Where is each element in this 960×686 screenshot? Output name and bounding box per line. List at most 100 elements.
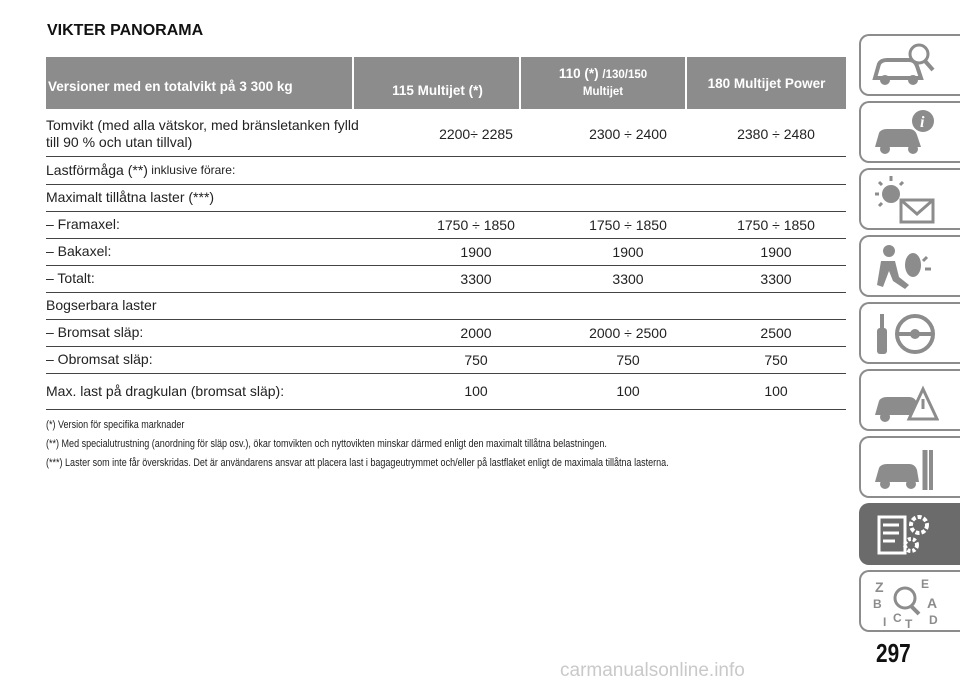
row-label: Lastförmåga (**) inklusive förare: bbox=[46, 156, 366, 184]
row-value: 3300 bbox=[460, 270, 492, 287]
row-value bbox=[706, 292, 846, 319]
row-value: 100 bbox=[616, 383, 640, 399]
tab-specs[interactable] bbox=[859, 503, 960, 565]
row-value: 1900 bbox=[460, 243, 492, 260]
row-value: 3300 bbox=[760, 270, 792, 287]
header-multijet-label: Multijet bbox=[582, 86, 624, 98]
row-value: 2000 bbox=[460, 324, 492, 341]
row-label-text: Max. last på dragkulan (bromsat släp): bbox=[46, 382, 285, 399]
tab-car-tools[interactable] bbox=[859, 436, 960, 498]
row-value: 2300 ÷ 2400 bbox=[589, 125, 667, 142]
footnote: (***) Laster som inte får överskridas. D… bbox=[46, 457, 669, 469]
car-tools-icon bbox=[875, 450, 933, 490]
row-value: 1900 bbox=[760, 243, 792, 260]
table-header: Versioner med en totalvikt på 3 300 kg 1… bbox=[46, 57, 846, 109]
row-label-text: – Obromsat släp: bbox=[46, 351, 153, 367]
row-value: 1900 bbox=[612, 243, 644, 260]
row-value bbox=[399, 184, 553, 211]
footnotes: (*) Version för specifika marknader (**)… bbox=[46, 416, 858, 473]
row-value bbox=[551, 184, 705, 211]
row-value bbox=[399, 292, 553, 319]
car-info-icon: i bbox=[875, 110, 934, 154]
row-value: 2380 ÷ 2480 bbox=[737, 125, 815, 142]
watermark: carmanualsonline.info bbox=[560, 660, 745, 681]
table-row: Maximalt tillåtna laster (***) bbox=[46, 184, 846, 212]
header-110-multijet: 110 (*) /130/150 Multijet bbox=[521, 57, 685, 109]
row-label-text: – Framaxel: bbox=[46, 216, 120, 232]
airbag-passenger-icon bbox=[877, 245, 931, 289]
table-row: Bogserbara laster bbox=[46, 292, 846, 320]
table-row: – Framaxel: 1750 ÷ 1850 1750 ÷ 1850 1750 ÷ … bbox=[46, 211, 846, 239]
car-warning-triangle-icon bbox=[875, 385, 939, 422]
header-110-label: 110 (*) bbox=[558, 66, 599, 81]
row-value: 1750 ÷ 1850 bbox=[737, 216, 815, 233]
table-row: – Bakaxel: 1900 1900 1900 bbox=[46, 238, 846, 266]
row-label-text: Tomvikt (med alla vätskor, med bränsleta… bbox=[46, 116, 359, 150]
row-label: – Bakaxel: bbox=[46, 238, 366, 265]
svg-text:E: E bbox=[921, 577, 929, 591]
row-value: 750 bbox=[616, 351, 640, 368]
footnote: (**) Med specialutrustning (anordning fö… bbox=[46, 438, 607, 450]
row-label-text: – Totalt: bbox=[46, 270, 95, 286]
row-value bbox=[551, 292, 705, 319]
tab-car-warning[interactable] bbox=[859, 369, 960, 431]
row-label-text: Bogserbara laster bbox=[46, 297, 157, 313]
tab-airbag[interactable] bbox=[859, 235, 960, 297]
header-versions: Versioner med en totalvikt på 3 300 kg bbox=[48, 79, 293, 94]
svg-text:D: D bbox=[929, 613, 938, 627]
row-value: 100 bbox=[464, 383, 488, 399]
row-value: 750 bbox=[764, 351, 788, 368]
row-label-note: inklusive förare: bbox=[147, 162, 236, 177]
row-value: 1750 ÷ 1850 bbox=[589, 216, 667, 233]
tab-car-info[interactable]: i bbox=[859, 101, 960, 163]
row-value: 2500 bbox=[760, 324, 792, 341]
row-label: Bogserbara laster bbox=[46, 292, 366, 319]
table-row: – Bromsat släp: 2000 2000 ÷ 2500 2500 bbox=[46, 319, 846, 347]
page-title: VIKTER PANORAMA bbox=[47, 22, 204, 39]
svg-text:C: C bbox=[893, 611, 902, 625]
row-label-text: – Bromsat släp: bbox=[46, 324, 144, 340]
table-row: – Totalt: 3300 3300 3300 bbox=[46, 265, 846, 293]
row-value bbox=[399, 156, 553, 184]
header-130-150-label: /130/150 bbox=[602, 69, 648, 81]
svg-text:B: B bbox=[873, 597, 882, 611]
car-search-icon bbox=[872, 43, 935, 85]
row-label: – Obromsat släp: bbox=[46, 346, 366, 373]
svg-text:I: I bbox=[883, 615, 886, 628]
row-label-text: Maximalt tillåtna laster (***) bbox=[46, 189, 215, 205]
table-row: Tomvikt (med alla vätskor, med bränsleta… bbox=[46, 111, 846, 157]
row-label: – Bromsat släp: bbox=[46, 319, 366, 346]
svg-text:Z: Z bbox=[875, 579, 884, 595]
svg-text:A: A bbox=[927, 595, 937, 611]
warning-lights-icon bbox=[875, 176, 935, 224]
svg-text:T: T bbox=[905, 617, 913, 628]
row-value: 750 bbox=[464, 351, 488, 368]
footnote: (*) Version för specifika marknader bbox=[46, 419, 185, 431]
row-label-text: – Bakaxel: bbox=[46, 243, 112, 259]
row-value: 1750 ÷ 1850 bbox=[437, 216, 515, 233]
row-label: Max. last på dragkulan (bromsat släp): bbox=[46, 373, 366, 409]
row-label: – Totalt: bbox=[46, 265, 366, 292]
row-value: 3300 bbox=[612, 270, 644, 287]
header-divider bbox=[685, 57, 687, 109]
row-value bbox=[551, 156, 705, 184]
tab-key-steering[interactable] bbox=[859, 302, 960, 364]
header-divider bbox=[519, 57, 521, 109]
specs-gear-icon bbox=[877, 515, 929, 555]
row-label: – Framaxel: bbox=[46, 211, 366, 238]
table-row: Max. last på dragkulan (bromsat släp): 10… bbox=[46, 373, 846, 410]
tab-car-search[interactable] bbox=[859, 34, 960, 96]
table-row: Lastförmåga (**) inklusive förare: bbox=[46, 156, 846, 185]
header-divider bbox=[352, 57, 354, 109]
header-115-multijet: 115 Multijet (*) bbox=[392, 82, 483, 98]
row-value: 2200÷ 2285 bbox=[439, 125, 513, 142]
row-value bbox=[706, 156, 846, 184]
table-row: – Obromsat släp: 750 750 750 bbox=[46, 346, 846, 374]
row-value: 100 bbox=[764, 383, 788, 399]
row-label: Maximalt tillåtna laster (***) bbox=[46, 184, 366, 211]
row-label: Tomvikt (med alla vätskor, med bränsleta… bbox=[46, 111, 366, 156]
tab-warning-lights[interactable] bbox=[859, 168, 960, 230]
page-number: 297 bbox=[876, 638, 911, 668]
row-label-text: Lastförmåga (**) bbox=[46, 161, 148, 178]
